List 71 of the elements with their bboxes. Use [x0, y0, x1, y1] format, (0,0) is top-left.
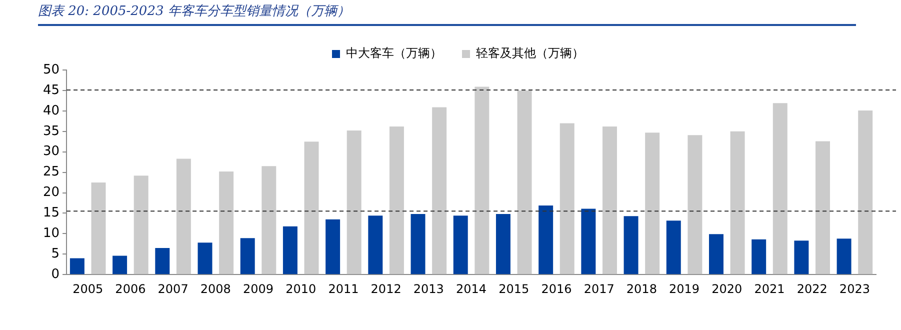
bar	[794, 240, 809, 274]
x-tick-label: 2008	[200, 282, 231, 296]
bar	[688, 135, 702, 274]
bar	[752, 239, 766, 274]
bar	[219, 171, 234, 274]
bar	[858, 110, 873, 274]
bar	[304, 142, 319, 274]
bar	[112, 256, 128, 274]
x-tick-label: 2012	[370, 282, 402, 296]
y-tick-label: 25	[42, 164, 60, 180]
bar	[474, 86, 490, 274]
bar	[282, 226, 298, 274]
x-tick-label: 2016	[541, 282, 572, 296]
bar	[176, 158, 191, 274]
y-tick-label: 40	[42, 103, 60, 118]
bar	[389, 126, 404, 274]
bar	[70, 258, 84, 274]
y-tick-label: 45	[42, 82, 60, 98]
bar	[453, 216, 468, 274]
x-tick-label: 2006	[115, 282, 146, 296]
bar	[836, 238, 852, 274]
bar	[198, 242, 212, 274]
x-tick-label: 2007	[158, 282, 188, 296]
legend-label: 中大客车（万辆）	[346, 46, 442, 60]
bar	[134, 176, 148, 274]
bar	[772, 103, 788, 274]
bar	[368, 216, 383, 274]
x-tick-label: 2010	[286, 282, 316, 296]
x-tick-label: 2009	[242, 282, 274, 296]
x-tick-label: 2020	[712, 282, 742, 296]
x-tick-label: 2022	[796, 282, 828, 296]
bar	[602, 126, 617, 274]
x-tick-label: 2005	[72, 282, 104, 296]
legend-label: 轻客及其他（万辆）	[476, 46, 584, 60]
y-tick-label: 0	[51, 266, 60, 282]
bar	[816, 141, 830, 274]
x-tick-label: 2018	[626, 282, 657, 296]
y-tick-label: 35	[42, 124, 60, 139]
bar	[624, 216, 638, 274]
x-tick-label: 2014	[456, 282, 487, 296]
y-tick-label: 50	[42, 62, 60, 78]
bar	[581, 208, 596, 274]
bar	[91, 182, 106, 274]
bar	[410, 214, 426, 274]
x-tick-label: 2013	[413, 282, 444, 296]
bar	[326, 219, 340, 274]
y-tick-label: 10	[42, 226, 60, 242]
x-tick-label: 2019	[669, 282, 700, 296]
bar	[517, 90, 532, 274]
bar	[666, 220, 681, 274]
bar	[538, 205, 554, 274]
x-tick-label: 2021	[754, 282, 785, 296]
y-tick-label: 5	[51, 246, 60, 262]
y-tick-label: 20	[42, 185, 60, 200]
bar	[730, 131, 745, 274]
x-tick-label: 2015	[498, 282, 530, 296]
bar	[496, 214, 510, 274]
bar	[262, 166, 276, 274]
y-tick-label: 30	[42, 144, 60, 160]
bar	[560, 123, 574, 274]
y-tick-label: 15	[42, 206, 60, 221]
x-tick-label: 2023	[839, 282, 870, 296]
x-tick-label: 2011	[328, 282, 359, 296]
bar	[155, 248, 170, 274]
bar	[645, 132, 660, 274]
x-tick-label: 2017	[584, 282, 614, 296]
bar	[708, 234, 724, 274]
bar	[240, 238, 255, 274]
bar	[346, 130, 362, 274]
bar	[432, 107, 447, 274]
chart-title: 图表 20: 2005-2023 年客车分车型销量情况（万辆）	[38, 2, 856, 26]
